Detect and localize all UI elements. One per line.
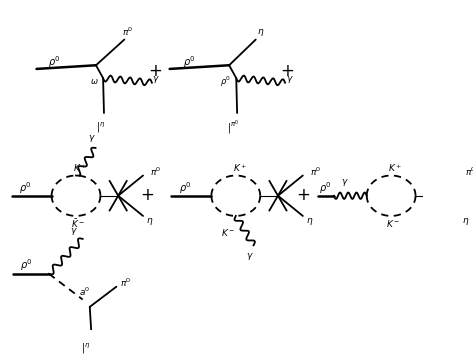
- Text: $K^+$: $K^+$: [388, 162, 403, 174]
- Text: $\omega$: $\omega$: [90, 77, 98, 86]
- Text: $+$: $+$: [149, 63, 163, 80]
- Text: $K^+$: $K^+$: [73, 162, 88, 174]
- Text: $\mathsf{|}^{\pi^0}$: $\mathsf{|}^{\pi^0}$: [228, 119, 240, 136]
- Text: $\mathsf{|}^{\eta}$: $\mathsf{|}^{\eta}$: [81, 342, 91, 356]
- Text: $a^0$: $a^0$: [79, 286, 90, 298]
- Text: $+$: $+$: [140, 187, 155, 204]
- Text: $+$: $+$: [280, 63, 294, 80]
- Text: $\mathsf{|}^{\eta}$: $\mathsf{|}^{\eta}$: [96, 121, 105, 135]
- Text: $\eta$: $\eta$: [462, 216, 469, 227]
- Text: $\rho^0$: $\rho^0$: [48, 54, 61, 70]
- Text: $\pi^0$: $\pi^0$: [122, 26, 134, 38]
- Text: $\gamma$: $\gamma$: [152, 74, 160, 85]
- Text: $\pi^0$: $\pi^0$: [120, 277, 131, 289]
- Text: $\bar{K}^-$: $\bar{K}^-$: [71, 217, 85, 230]
- Text: $\rho^0$: $\rho^0$: [220, 75, 231, 89]
- Text: $K^-$: $K^-$: [221, 227, 236, 238]
- Text: $K^-$: $K^-$: [385, 218, 400, 229]
- Text: $\rho^0$: $\rho^0$: [179, 180, 192, 196]
- Text: $+$: $+$: [296, 187, 310, 204]
- Text: $\pi^0$: $\pi^0$: [465, 166, 473, 178]
- Text: $K^+$: $K^+$: [233, 162, 247, 174]
- Text: $\rho^0$: $\rho^0$: [319, 180, 331, 196]
- Text: $\eta$: $\eta$: [257, 27, 265, 38]
- Text: $\rho^0$: $\rho^0$: [183, 54, 195, 70]
- Text: $\gamma$: $\gamma$: [341, 177, 349, 188]
- Text: $\gamma$: $\gamma$: [70, 226, 78, 237]
- Text: $\pi^0$: $\pi^0$: [150, 166, 161, 178]
- Text: $\pi^0$: $\pi^0$: [309, 166, 321, 178]
- Text: $\gamma$: $\gamma$: [88, 133, 96, 144]
- Text: $\eta$: $\eta$: [147, 216, 154, 227]
- Text: $\rho^0$: $\rho^0$: [19, 180, 31, 196]
- Text: $\gamma$: $\gamma$: [246, 251, 254, 262]
- Text: $\rho^0$: $\rho^0$: [20, 258, 33, 273]
- Text: $\eta$: $\eta$: [306, 216, 314, 227]
- Text: $\gamma$: $\gamma$: [286, 74, 293, 85]
